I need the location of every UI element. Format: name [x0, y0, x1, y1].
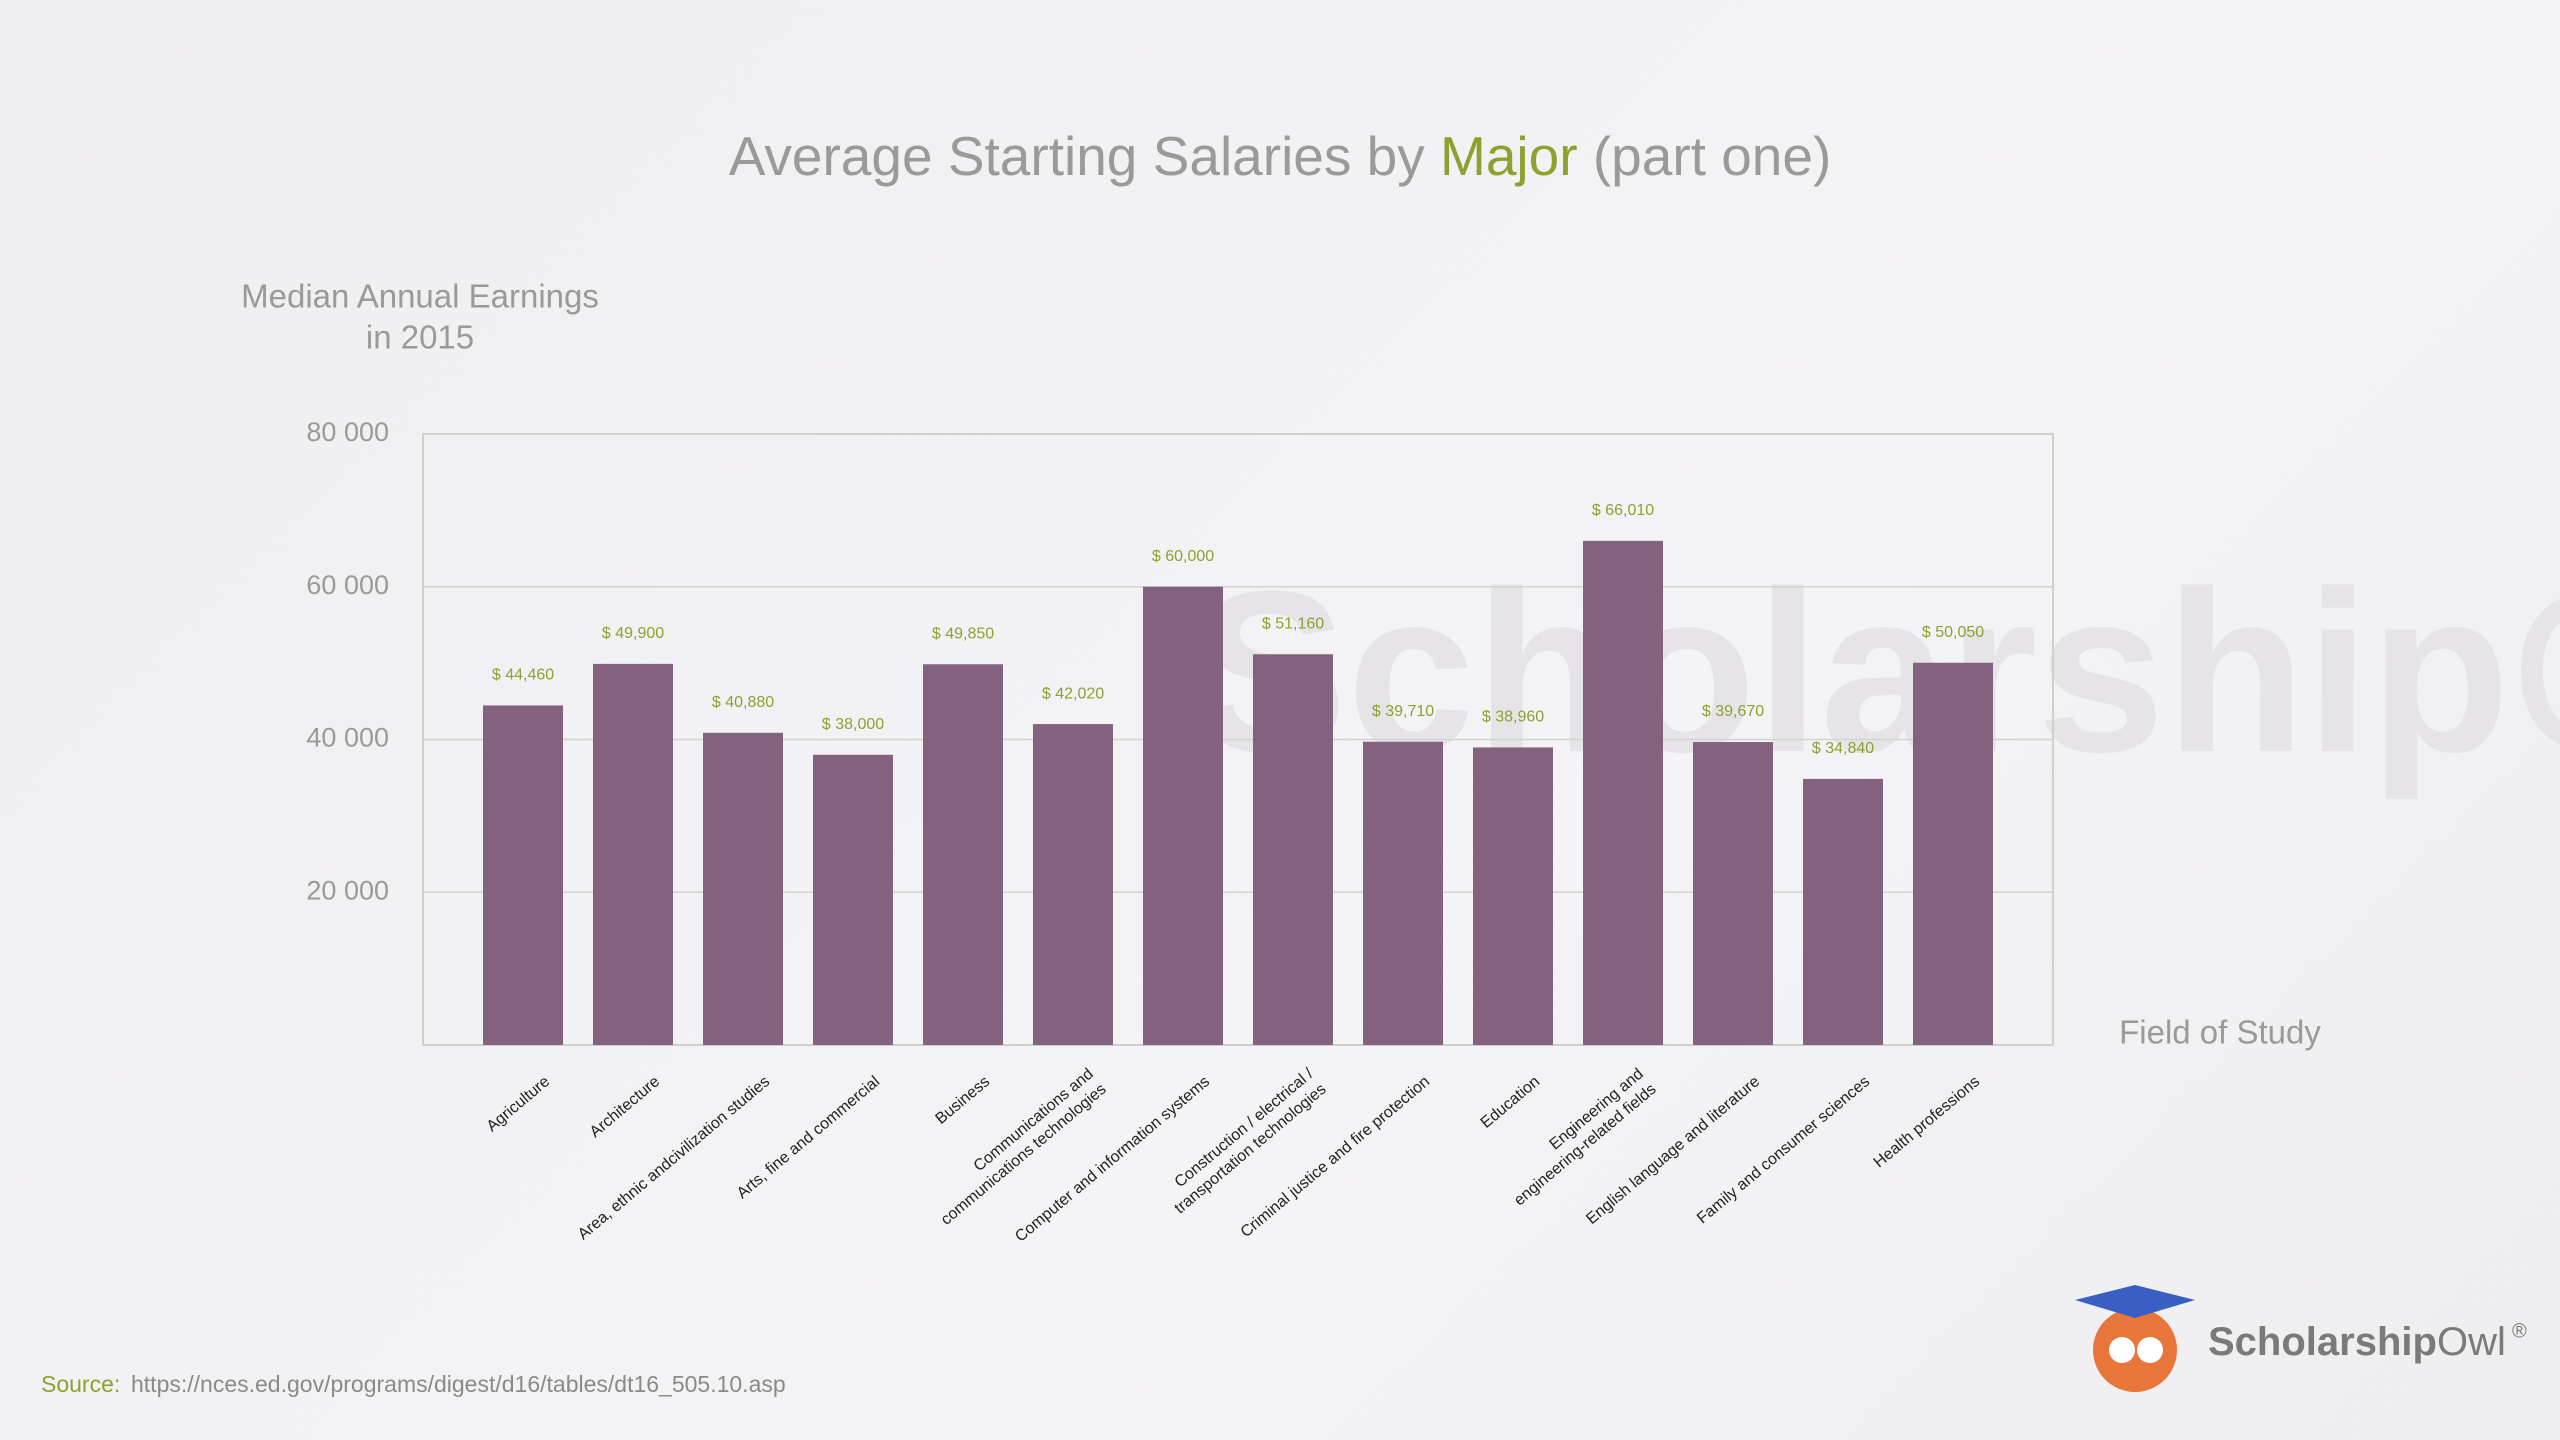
- x-tick-label: Education: [1478, 1073, 1543, 1132]
- value-label: $ 38,000: [822, 716, 884, 733]
- y-axis-label: Median Annual Earnings: [241, 278, 599, 315]
- x-tick-label-line: Computer and information systems: [1012, 1073, 1213, 1246]
- y-tick-label: 20 000: [306, 875, 389, 905]
- value-label: $ 51,160: [1262, 615, 1324, 632]
- value-label: $ 40,880: [712, 694, 774, 711]
- x-tick-label: Health professions: [1871, 1073, 1983, 1171]
- value-label: $ 42,020: [1042, 685, 1104, 702]
- value-label: $ 34,840: [1812, 740, 1874, 757]
- x-tick-label: Architecture: [587, 1073, 663, 1141]
- bar: [1253, 654, 1333, 1045]
- y-tick-label: 40 000: [306, 723, 389, 753]
- chart-title: Average Starting Salaries by Major (part…: [729, 125, 1832, 187]
- x-tick-label: Communications andcommunications technol…: [925, 1066, 1110, 1229]
- bar: [1583, 540, 1663, 1045]
- y-axis-label: in 2015: [366, 319, 474, 356]
- x-tick-label: Business: [933, 1073, 994, 1128]
- bar: [1143, 586, 1223, 1045]
- logo-text: ScholarshipOwl: [2208, 1320, 2506, 1364]
- bar: [593, 663, 673, 1045]
- bar: [1363, 741, 1443, 1045]
- value-label: $ 49,850: [932, 625, 994, 642]
- value-label: $ 49,900: [602, 625, 664, 642]
- x-tick-label-line: transportation technologies: [1172, 1081, 1330, 1218]
- x-tick-label-line: Business: [933, 1073, 994, 1128]
- source-url: https://nces.ed.gov/programs/digest/d16/…: [131, 1371, 786, 1397]
- y-tick-label: 60 000: [306, 570, 389, 600]
- x-tick-label: Agriculture: [484, 1073, 554, 1135]
- bar: [1913, 662, 1993, 1045]
- bar: [483, 705, 563, 1045]
- bar: [1033, 724, 1113, 1045]
- value-label: $ 39,670: [1702, 703, 1764, 720]
- logo-eye: [2137, 1337, 2163, 1363]
- x-tick-label: Family and consumer sciences: [1694, 1073, 1873, 1227]
- logo: ScholarshipOwl ®: [2075, 1285, 2527, 1392]
- bar: [703, 732, 783, 1045]
- x-tick-label-line: Education: [1478, 1073, 1543, 1132]
- x-tick-label-line: Agriculture: [484, 1073, 554, 1135]
- value-label: $ 39,710: [1372, 703, 1434, 720]
- x-tick-label-line: Health professions: [1871, 1073, 1983, 1171]
- value-label: $ 66,010: [1592, 502, 1654, 519]
- value-label: $ 50,050: [1922, 624, 1984, 641]
- bar: [1693, 742, 1773, 1045]
- logo-cap: [2075, 1285, 2195, 1318]
- logo-mark: ®: [2512, 1320, 2527, 1342]
- source-label: Source:: [41, 1371, 120, 1397]
- x-tick-label-line: Architecture: [587, 1073, 663, 1141]
- value-label: $ 44,460: [492, 667, 554, 684]
- bar: [923, 664, 1003, 1045]
- logo-eye: [2109, 1337, 2135, 1363]
- value-label: $ 60,000: [1152, 548, 1214, 565]
- x-tick-label: Area, ethnic andcivilization studies: [575, 1073, 773, 1243]
- bar: [1803, 778, 1883, 1045]
- bar: [1473, 747, 1553, 1045]
- x-axis-label: Field of Study: [2119, 1014, 2321, 1051]
- value-label: $ 38,960: [1482, 709, 1544, 726]
- x-tick-label: Computer and information systems: [1012, 1073, 1213, 1246]
- bar: [813, 754, 893, 1045]
- y-tick-label: 80 000: [306, 417, 389, 447]
- x-tick-label-line: Family and consumer sciences: [1694, 1073, 1873, 1227]
- x-tick-label-line: Area, ethnic andcivilization studies: [575, 1073, 773, 1243]
